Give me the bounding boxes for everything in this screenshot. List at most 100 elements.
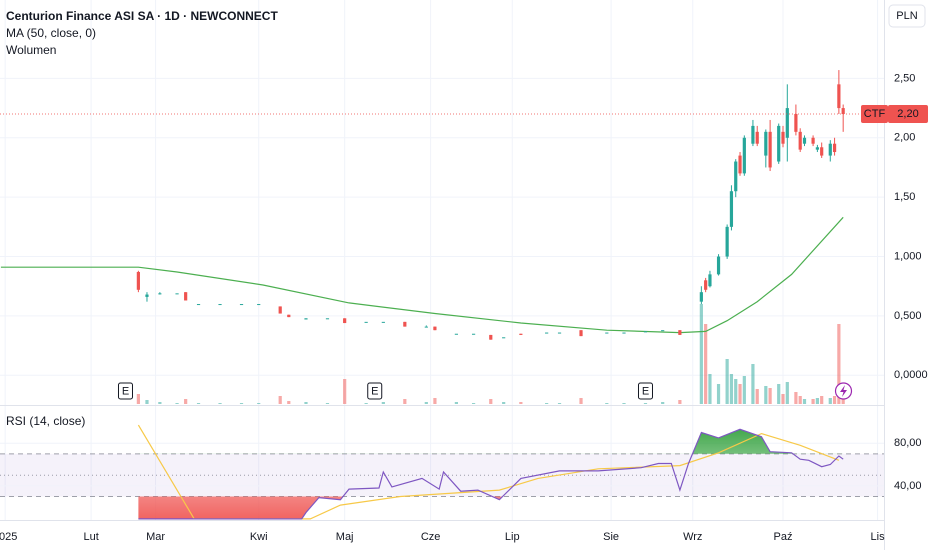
candle-body	[304, 318, 308, 320]
volume-bar	[557, 403, 562, 404]
volume-bar	[708, 374, 712, 404]
candle-body	[734, 161, 738, 192]
volume-bar	[768, 388, 772, 404]
event-marker[interactable]	[117, 382, 133, 400]
volume-bar	[828, 398, 832, 404]
volume-bar	[433, 398, 437, 404]
candle-body	[257, 304, 261, 306]
volume-bar	[777, 384, 781, 404]
volume-bar	[184, 399, 188, 404]
candle-body	[661, 330, 665, 332]
price-label: 2,20	[897, 108, 918, 120]
candle-body	[218, 304, 222, 306]
volume-bar	[579, 398, 583, 404]
volume-bar	[781, 394, 785, 404]
candle-body	[811, 137, 815, 144]
grid	[0, 0, 884, 520]
candle-body	[751, 125, 755, 144]
candle-body	[158, 293, 162, 295]
candle-body	[768, 131, 772, 168]
legend-volume[interactable]: Wolumen	[6, 43, 56, 57]
candle-body	[175, 293, 179, 295]
y-tick-label: 2,50	[894, 72, 915, 84]
candle-body	[837, 84, 841, 109]
candle-body	[343, 318, 347, 324]
volume-bar	[820, 396, 824, 404]
candle-body	[716, 256, 721, 275]
volume-bar	[158, 402, 162, 404]
candle-body	[502, 337, 506, 339]
volume-bar	[136, 394, 140, 404]
volume-bar	[403, 399, 407, 404]
ma-line	[0, 216, 844, 334]
currency[interactable]: PLN	[896, 10, 917, 22]
volume-bar	[278, 396, 282, 404]
volume-bar	[519, 402, 523, 404]
volume-bar	[811, 399, 815, 404]
rsi-tick-label: 40,00	[894, 480, 922, 492]
volume-bar	[364, 403, 368, 404]
candle-body	[781, 131, 785, 144]
volume-bar	[798, 396, 802, 404]
volume-bar	[325, 403, 330, 404]
lightning	[840, 385, 847, 397]
candle-body	[704, 280, 708, 290]
candle-body	[433, 326, 437, 331]
volume-bar	[381, 402, 385, 404]
candle-body	[764, 131, 768, 156]
volume-bar	[785, 382, 789, 404]
candle-body	[579, 330, 583, 337]
symbol-label: CTF	[864, 108, 886, 120]
x-tick-label: Mar	[146, 531, 165, 543]
x-tick-label: Lis	[871, 531, 886, 543]
volume-bar	[661, 402, 665, 404]
volume-bar	[196, 403, 201, 404]
candle-body	[454, 333, 458, 335]
candle-body	[729, 191, 734, 227]
rsi-title[interactable]: RSI (14, close)	[6, 414, 85, 428]
y-tick-label: 0,0000	[894, 369, 928, 381]
volume-bar	[287, 401, 291, 404]
volume-bar	[751, 364, 755, 404]
volume-bar	[545, 403, 549, 404]
volume-bar	[471, 403, 476, 404]
volume-bar	[257, 403, 261, 404]
volume-bar	[454, 402, 458, 404]
volume-bar	[424, 402, 428, 404]
volume-bar	[145, 400, 149, 404]
volume-bar	[605, 403, 609, 404]
symbol-tag	[861, 105, 888, 124]
volume-bar	[502, 402, 506, 404]
volume-bar	[343, 379, 347, 404]
candle-body	[841, 108, 845, 115]
volume-bar	[729, 374, 734, 404]
candle-body	[136, 271, 140, 290]
currency-button[interactable]	[888, 4, 926, 28]
candle-body	[708, 274, 712, 287]
price-tag	[888, 105, 928, 124]
candle-body	[557, 332, 562, 334]
x-tick-label: Wrz	[683, 531, 702, 543]
legend-ma[interactable]: MA (50, close, 0)	[6, 26, 96, 40]
candle-body	[699, 292, 703, 302]
x-tick-label: Cze	[421, 531, 441, 543]
volume-bar	[815, 398, 819, 404]
event-marker[interactable]	[637, 382, 653, 400]
event-marker[interactable]	[367, 382, 383, 400]
x-tick-label: Kwi	[250, 531, 268, 543]
volume-bar	[622, 403, 626, 404]
y-tick-label: 1,50	[894, 191, 915, 203]
volume-bar	[239, 403, 244, 404]
candle-body	[287, 314, 291, 318]
volume-bar	[704, 324, 708, 404]
volume-bar	[755, 389, 759, 404]
volume-bar	[699, 304, 703, 404]
candle-body	[196, 304, 201, 306]
candle-body	[424, 326, 428, 328]
volume-bar	[725, 359, 729, 404]
x-tick-label: Lip	[505, 531, 520, 543]
